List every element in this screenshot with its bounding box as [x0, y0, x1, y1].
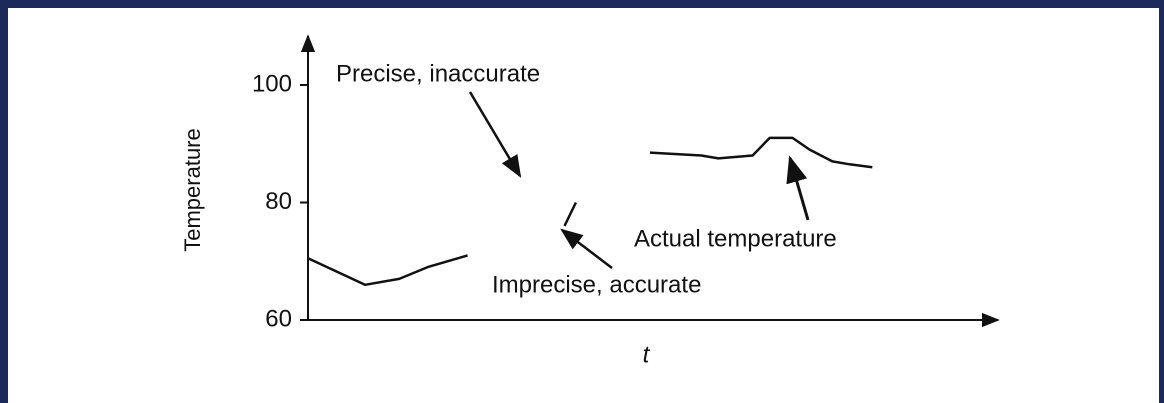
annotation-arrow — [468, 91, 522, 178]
annotation: Actual temperature — [634, 225, 837, 252]
series-line — [307, 136, 873, 287]
annotation-arrow — [560, 228, 613, 269]
annotation: Precise, inaccurate — [336, 60, 540, 87]
y-tick-label: 100 — [252, 70, 292, 97]
y-tick-label: 80 — [265, 188, 292, 215]
annotation: Imprecise, accurate — [492, 271, 701, 298]
y-tick-label: 60 — [265, 305, 292, 332]
annotation-arrow — [786, 155, 810, 221]
y-axis-label: Temperature — [180, 128, 205, 252]
x-axis-label: t — [643, 341, 651, 368]
